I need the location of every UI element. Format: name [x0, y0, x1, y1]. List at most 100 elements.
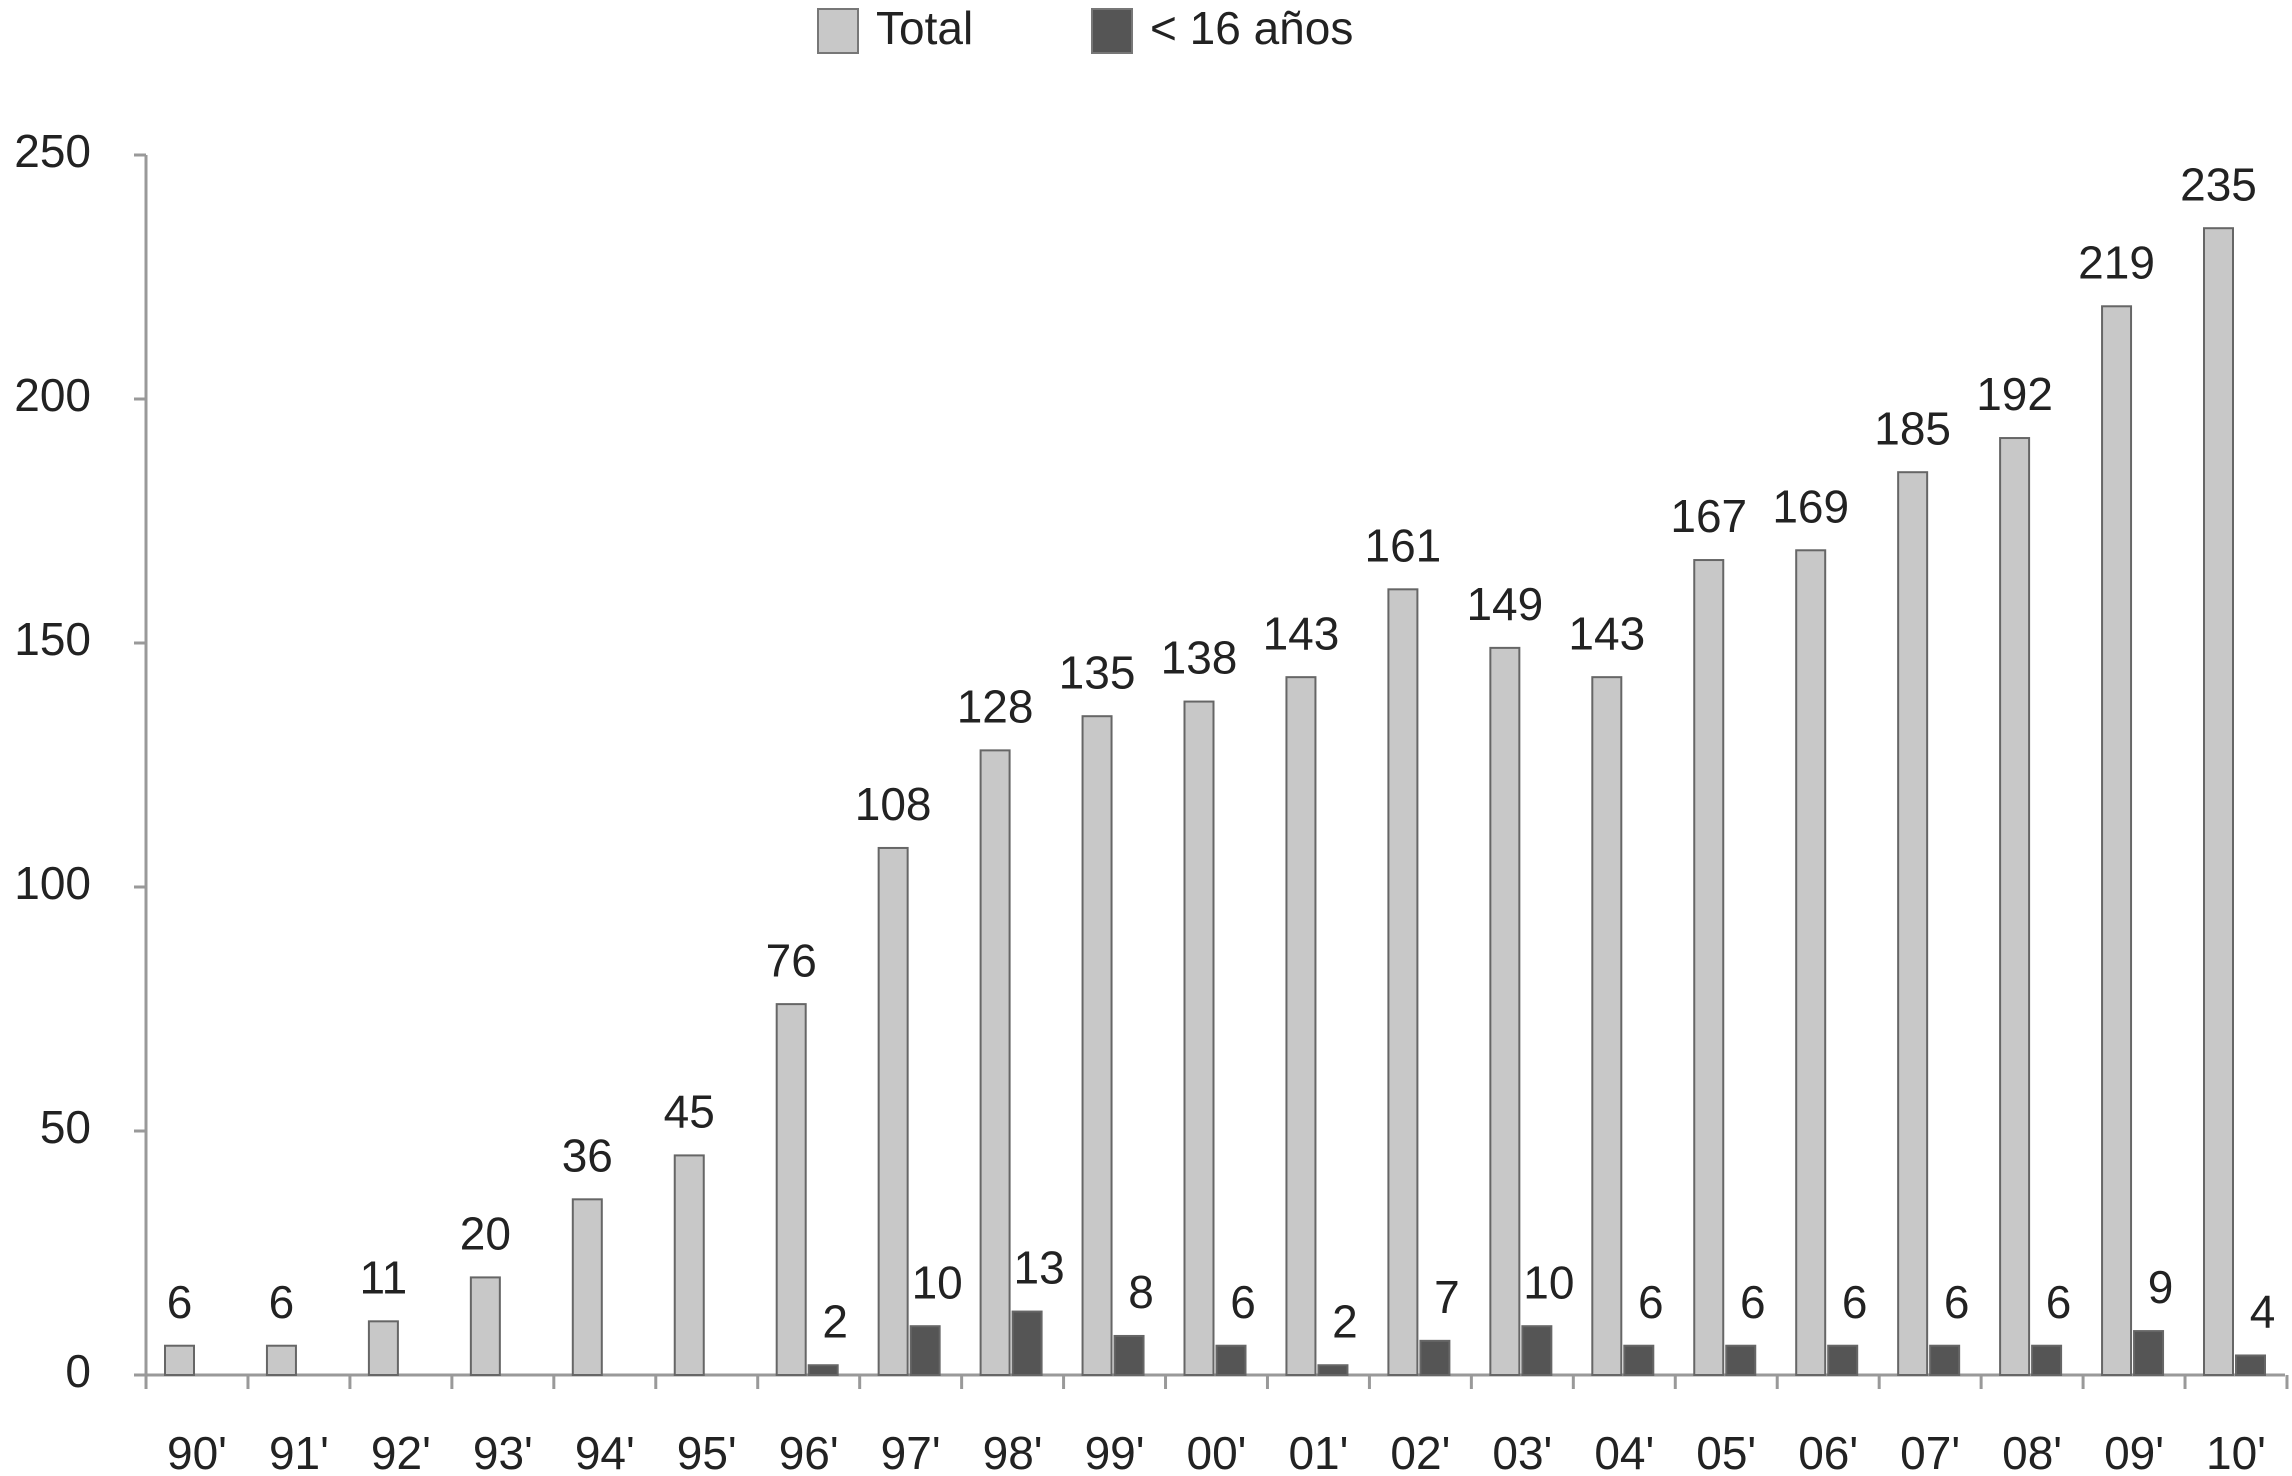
data-label: 6 [1638, 1276, 1664, 1328]
data-label: 2 [822, 1295, 848, 1347]
x-tick-label: 05' [1696, 1427, 1756, 1476]
bar [1693, 559, 1725, 1376]
data-label: 149 [1466, 578, 1543, 630]
bar [1215, 1344, 1247, 1376]
bar [673, 1154, 705, 1377]
bar [1897, 471, 1929, 1376]
data-label: 143 [1568, 607, 1645, 659]
data-label: 169 [1772, 480, 1849, 532]
data-label: 2 [1332, 1295, 1358, 1347]
bar [2101, 305, 2133, 1376]
bar [367, 1320, 399, 1376]
data-label: 9 [2148, 1261, 2174, 1313]
data-label: 45 [664, 1086, 715, 1138]
x-tick-label: 08' [2002, 1427, 2062, 1476]
data-label: 185 [1874, 402, 1951, 454]
bar [909, 1325, 941, 1376]
data-label: 13 [1014, 1242, 1065, 1294]
data-label: 8 [1128, 1266, 1154, 1318]
data-label: 6 [1842, 1276, 1868, 1328]
x-tick-label: 04' [1594, 1427, 1654, 1476]
data-label: 167 [1670, 490, 1747, 542]
bar [1081, 715, 1113, 1376]
data-label: 138 [1161, 632, 1238, 684]
x-tick-label: 99' [1085, 1427, 1145, 1476]
data-label: 6 [269, 1276, 295, 1328]
x-tick-label: 98' [983, 1427, 1043, 1476]
bar [877, 846, 909, 1376]
y-tick-label: 50 [40, 1101, 91, 1153]
bar [1795, 549, 1827, 1376]
data-label: 20 [460, 1208, 511, 1260]
legend-label: Total [876, 2, 973, 54]
x-tick-label: 07' [1900, 1427, 1960, 1476]
legend-swatch [817, 8, 859, 54]
bar [265, 1344, 297, 1376]
bar [469, 1276, 501, 1377]
bar [2031, 1344, 2063, 1376]
bar [1317, 1364, 1349, 1376]
data-label: 6 [1230, 1276, 1256, 1328]
data-label: 135 [1059, 646, 1136, 698]
data-label: 108 [855, 778, 932, 830]
bar [2203, 227, 2234, 1377]
bar [1285, 676, 1317, 1376]
y-tick-label: 250 [14, 125, 91, 177]
legend-swatch [1091, 8, 1133, 54]
y-tick-label: 0 [65, 1345, 91, 1397]
bar [1521, 1325, 1553, 1376]
data-label: 36 [562, 1129, 613, 1181]
x-tick-label: 02' [1390, 1427, 1450, 1476]
bar [1419, 1339, 1451, 1376]
data-label: 219 [2078, 236, 2155, 288]
bar [807, 1364, 839, 1376]
data-label: 6 [167, 1276, 193, 1328]
y-tick-label: 100 [14, 857, 91, 909]
y-tick-label: 200 [14, 369, 91, 421]
data-label: 6 [2046, 1276, 2072, 1328]
bar [164, 1344, 195, 1376]
data-label: 4 [2250, 1286, 2276, 1338]
x-tick-label: 03' [1492, 1427, 1552, 1476]
data-label: 6 [1740, 1276, 1766, 1328]
bar [1929, 1344, 1961, 1376]
bar [1489, 646, 1521, 1376]
x-tick-label: 10' [2206, 1427, 2266, 1476]
data-label: 161 [1365, 519, 1442, 571]
bar [1591, 676, 1623, 1376]
y-tick-label: 150 [14, 613, 91, 665]
bar [1387, 588, 1419, 1376]
bar [1725, 1344, 1757, 1376]
bar [1183, 700, 1215, 1376]
bar [1827, 1344, 1859, 1376]
bar [775, 1003, 807, 1376]
x-tick-label: 94' [575, 1427, 635, 1476]
data-label: 128 [957, 681, 1034, 733]
x-tick-label: 06' [1798, 1427, 1858, 1476]
data-label: 11 [360, 1251, 408, 1303]
x-tick-label: 00' [1187, 1427, 1247, 1476]
bar [1623, 1344, 1655, 1376]
bar [1999, 437, 2031, 1377]
bar [2235, 1354, 2266, 1376]
x-tick-label: 93' [473, 1427, 533, 1476]
bar [1011, 1310, 1043, 1377]
x-tick-label: 92' [371, 1427, 431, 1476]
bar [571, 1198, 603, 1376]
data-label: 76 [766, 934, 817, 986]
data-label: 10 [1523, 1256, 1574, 1308]
data-label: 6 [1944, 1276, 1970, 1328]
legend-label: < 16 años [1150, 2, 1353, 54]
x-tick-label: 01' [1288, 1427, 1348, 1476]
x-tick-label: 09' [2104, 1427, 2164, 1476]
x-tick-label: 96' [779, 1427, 839, 1476]
data-label: 7 [1434, 1271, 1460, 1323]
x-tick-label: 91' [269, 1427, 329, 1476]
bar [1113, 1334, 1145, 1376]
x-tick-label: 95' [677, 1427, 737, 1476]
bar [979, 749, 1011, 1376]
data-label: 10 [912, 1256, 963, 1308]
bar [2133, 1330, 2165, 1376]
data-label: 235 [2180, 158, 2257, 210]
